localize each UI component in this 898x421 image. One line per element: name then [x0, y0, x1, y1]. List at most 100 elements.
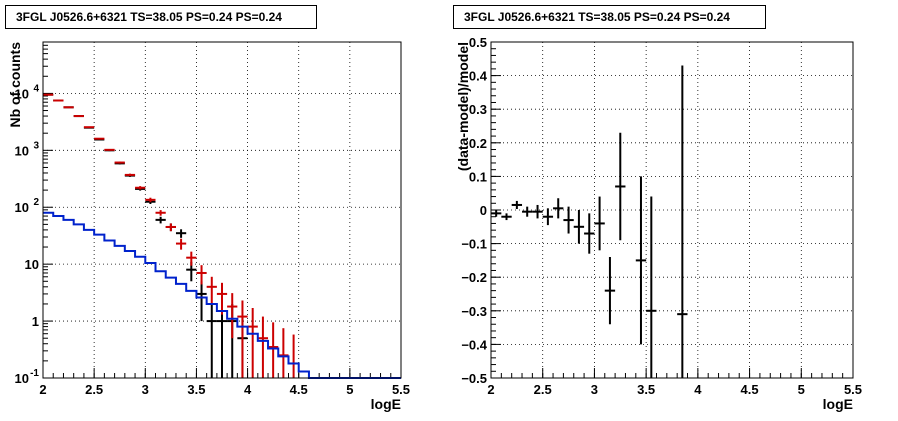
data-point: [155, 210, 166, 216]
data-point: [216, 282, 228, 315]
y-axis-label: (data-model)/model: [455, 42, 471, 171]
data-point: [563, 206, 574, 234]
data-point: [196, 281, 207, 322]
plot-frame: [42, 41, 402, 379]
x-tick-label: 4: [244, 382, 252, 397]
y-tick-label: −0.2: [461, 270, 487, 285]
y-tick-label: 0: [480, 203, 487, 218]
x-tick-label: 5: [798, 382, 805, 397]
y-tick-label: 0.1: [469, 169, 487, 184]
data-point: [165, 223, 176, 232]
data-point: [104, 148, 115, 151]
data-point: [635, 176, 647, 345]
data-point: [94, 137, 105, 140]
data-point: [145, 197, 156, 203]
data-point: [604, 257, 616, 325]
x-tick-label: 4.5: [741, 382, 759, 397]
data-point: [237, 300, 248, 378]
series-0: [491, 65, 688, 378]
y-tick-label: −0.5: [461, 371, 487, 386]
x-tick-label: 3: [591, 382, 598, 397]
y-tick-label: −0.4: [461, 337, 487, 352]
data-point: [615, 132, 626, 241]
data-point: [83, 126, 95, 129]
model-step-line: [43, 211, 401, 379]
x-tick-label: 5.5: [392, 382, 410, 397]
right-plot-title: 3FGL J0526.6+6321 TS=38.05 PS=0.24 PS=0.…: [453, 5, 766, 29]
data-point: [257, 316, 269, 378]
y-tick-label: 1: [32, 314, 39, 329]
x-axis-label: logE: [371, 396, 401, 412]
data-point: [247, 307, 258, 378]
data-point: [584, 213, 595, 254]
data-point: [196, 265, 207, 285]
x-tick-label: 3.5: [637, 382, 655, 397]
data-point: [573, 210, 585, 244]
y-tick-label: 10: [15, 86, 29, 101]
y-tick-exponent: -1: [30, 368, 39, 379]
x-tick-label: 2: [39, 382, 46, 397]
data-point: [594, 196, 605, 251]
data-point: [501, 213, 512, 221]
data-point: [646, 196, 657, 378]
y-tick-label: −0.3: [461, 304, 487, 319]
series-2: [43, 211, 401, 379]
y-tick-label: 10: [15, 200, 29, 215]
data-point: [114, 161, 125, 164]
data-point: [532, 204, 543, 219]
x-tick-label: 2: [487, 382, 494, 397]
y-tick-label: 10: [25, 257, 39, 272]
data-point: [73, 115, 84, 118]
data-point: [522, 206, 533, 217]
data-point: [175, 229, 187, 238]
x-tick-label: 2.5: [85, 382, 103, 397]
plot-frame: [490, 41, 854, 379]
y-tick-exponent: 4: [33, 83, 39, 94]
data-point: [206, 276, 217, 304]
left-plot-title: 3FGL J0526.6+6321 TS=38.05 PS=0.24 PS=0.…: [5, 5, 317, 29]
y-tick-label: 0.2: [469, 136, 487, 151]
data-point: [124, 173, 136, 177]
y-tick-label: 10: [15, 143, 29, 158]
y-tick-exponent: 3: [33, 140, 39, 151]
data-point: [135, 186, 146, 190]
y-tick-label: 0.4: [469, 69, 488, 84]
x-tick-label: 4: [694, 382, 702, 397]
series-0: [43, 93, 248, 378]
x-tick-label: 4.5: [290, 382, 308, 397]
series-1: [43, 93, 299, 378]
y-tick-label: −0.1: [461, 237, 487, 252]
panel-1: 2 2.5 3 3.5 4 4.5 5 5.5 0.5 0.4 0.3 0.2 0.1 0 −0.1 −0.2…: [455, 35, 862, 412]
data-point: [175, 238, 187, 250]
data-point: [155, 216, 166, 224]
data-point: [288, 334, 299, 378]
data-point: [511, 200, 523, 209]
y-tick-label: 10: [15, 371, 29, 386]
y-tick-label: 0.5: [469, 35, 487, 50]
y-tick-exponent: 2: [33, 197, 39, 208]
data-point: [206, 303, 217, 378]
data-point: [542, 208, 554, 226]
data-point: [43, 93, 54, 96]
x-tick-label: 5.5: [844, 382, 862, 397]
x-tick-label: 3: [142, 382, 149, 397]
data-point: [216, 303, 228, 378]
data-point: [186, 251, 197, 266]
x-tick-label: 3.5: [187, 382, 205, 397]
data-point: [491, 210, 502, 217]
data-point: [227, 293, 238, 339]
x-tick-label: 2.5: [534, 382, 552, 397]
y-axis-label: Nb of counts: [7, 42, 23, 128]
x-axis-label: logE: [823, 396, 853, 412]
data-point: [53, 99, 64, 102]
data-point: [63, 106, 74, 109]
data-point: [677, 65, 688, 378]
y-tick-label: 0.3: [469, 102, 487, 117]
x-tick-label: 5: [346, 382, 353, 397]
data-point: [278, 328, 289, 378]
data-point: [553, 198, 564, 219]
data-point: [268, 322, 279, 378]
